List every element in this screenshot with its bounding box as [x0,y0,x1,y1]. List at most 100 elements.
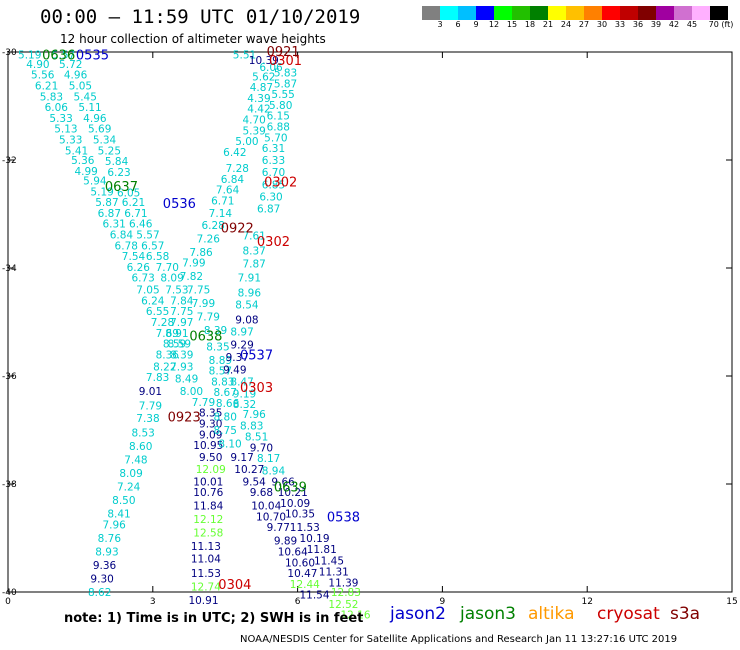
swh-value: 4.96 [83,113,107,125]
swh-value: 8.80 [214,412,237,424]
swh-value: 8.54 [235,300,259,312]
swh-value: 5.45 [74,91,97,103]
pass-label: 0922 [221,222,254,237]
colorbar-tick-label: 70 (ft) [708,20,734,29]
colorbar-swatch [656,6,674,20]
swh-value: 6.70 [262,167,285,179]
swh-value: 10.95 [193,440,223,452]
swh-value: 10.64 [278,547,308,559]
swh-value: 8.09 [119,468,142,480]
swh-value: 7.75 [187,285,210,297]
swh-value: 7.99 [182,258,205,270]
swh-value: 10.39 [249,55,279,67]
swh-value: 6.71 [124,208,147,220]
swh-value: 7.99 [192,298,215,310]
plot-frame [7,51,733,593]
colorbar-tick-label: 3 [437,20,443,29]
swh-value: 8.39 [170,349,193,361]
colorbar-tick-label: 39 [650,20,662,29]
swh-value: 9.50 [199,452,222,464]
swh-value: 7.82 [180,271,203,283]
colorbar-tick-label: 33 [614,20,626,29]
swh-value: 12.74 [191,582,221,594]
pass-label: 0302 [257,235,290,250]
swh-value: 7.26 [197,233,221,245]
colorbar-swatch [458,6,476,20]
swh-value: 7.38 [136,413,159,425]
satellite-legend-jason2: jason2 [390,604,446,624]
swh-value: 6.30 [259,192,282,204]
y-tick-label: -30 [2,48,17,58]
swh-value: 6.31 [262,143,285,155]
pass-label: 0639 [274,481,307,496]
swh-value: 8.66 [216,398,240,410]
swh-value: 8.37 [242,246,265,258]
swh-value: 9.08 [235,314,258,326]
swh-value: 8.00 [180,386,203,398]
swh-value: 8.60 [129,441,152,453]
swh-value: 9.29 [230,340,253,352]
swh-value: 4.96 [64,70,88,82]
swh-value: 8.75 [214,425,237,437]
swh-value: 7.69 [156,328,179,340]
swh-value: 12.44 [290,579,320,591]
swh-value: 6.06 [259,62,283,74]
swh-value: 5.62 [252,71,275,83]
colorbar-tick-label: 12 [488,20,500,29]
x-tick-label: 3 [150,597,156,607]
swh-value: 5.57 [52,50,75,62]
swh-value: 7.05 [136,285,159,297]
swh-value: 9.19 [233,388,256,400]
swh-value: 6.78 [115,240,138,252]
swh-value: 7.28 [226,163,249,175]
swh-value: 9.01 [139,386,162,398]
swh-value: 9.09 [199,429,222,441]
swh-value: 5.34 [93,134,117,146]
swh-value: 8.22 [153,361,176,373]
swh-value: 10.04 [251,501,281,513]
x-tick-label: 15 [726,597,737,607]
swh-value: 7.24 [117,482,141,494]
swh-value: 5.56 [31,70,55,82]
footer-note: note: 1) Time is in UTC; 2) SWH is in fe… [64,611,364,626]
colorbar-swatch [440,6,458,20]
swh-value: 4.70 [242,115,265,127]
colorbar-swatch [620,6,638,20]
swh-value: 8.67 [214,387,237,399]
swh-value: 7.84 [170,295,194,307]
swh-value: 4.39 [247,93,270,105]
y-tick-label: -34 [2,264,17,274]
swh-value: 8.09 [160,273,183,285]
swh-value: 9.77 [267,522,290,534]
swh-value: 7.97 [170,317,193,329]
satellite-legend-s3a: s3a [670,604,701,624]
swh-value: 6.28 [201,220,224,232]
x-tick-label: 12 [581,597,592,607]
swh-value: 8.53 [131,428,154,440]
swh-value: 9.66 [271,476,295,488]
swh-value: 11.13 [191,541,221,553]
swh-value: 6.87 [257,204,280,216]
swh-value: 5.25 [98,145,121,157]
swh-value: 8.89 [209,355,232,367]
swh-value: 6.46 [129,219,153,231]
swh-value: 10.60 [285,557,315,569]
colorbar-swatch [422,6,440,20]
swh-value: 11.81 [307,544,337,556]
swh-value: 6.55 [146,306,169,318]
y-tick-label: -38 [2,480,17,490]
swh-value: 8.50 [112,495,135,507]
swh-value: 6.88 [267,122,290,134]
swh-value: 7.83 [146,372,169,384]
swh-value: 10.27 [234,464,264,476]
swh-value: 10.01 [193,476,223,488]
swh-value: 6.23 [107,167,130,179]
y-tick-label: -32 [2,156,17,166]
satellite-legend-cryosat: cryosat [597,604,660,624]
swh-value: 8.97 [230,327,253,339]
swh-value: 5.70 [264,132,287,144]
swh-value: 5.72 [59,59,82,71]
swh-value: 5.83 [40,91,63,103]
swh-value: 11.53 [191,568,221,580]
swh-value: 8.57 [209,366,232,378]
